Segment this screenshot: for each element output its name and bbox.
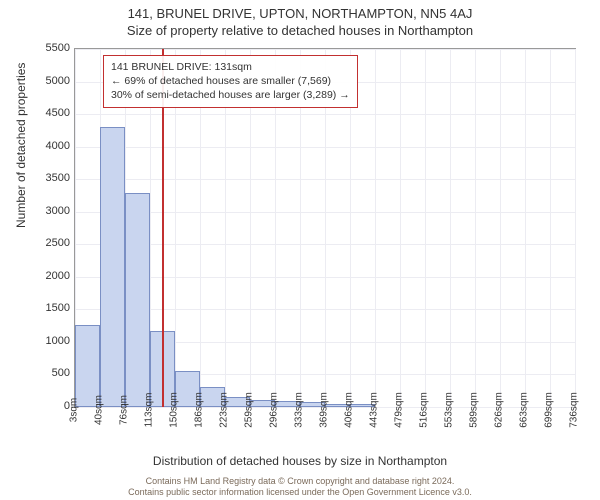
x-tick-label: 736sqm — [569, 392, 580, 428]
x-axis-label: Distribution of detached houses by size … — [0, 454, 600, 468]
x-tick-label: 663sqm — [519, 392, 530, 428]
footer-attribution: Contains HM Land Registry data © Crown c… — [0, 476, 600, 498]
x-tick-label: 223sqm — [219, 392, 230, 428]
y-tick-label: 3000 — [30, 205, 70, 217]
x-tick-label: 296sqm — [269, 392, 280, 428]
x-tick-label: 406sqm — [344, 392, 355, 428]
x-tick-label: 626sqm — [494, 392, 505, 428]
y-tick-label: 5000 — [30, 75, 70, 87]
y-axis-label: Number of detached properties — [14, 63, 28, 228]
y-tick-label: 2000 — [30, 270, 70, 282]
y-tick-label: 4500 — [30, 107, 70, 119]
footer-line-2: Contains public sector information licen… — [0, 487, 600, 498]
y-tick-label: 1500 — [30, 302, 70, 314]
x-tick-label: 553sqm — [444, 392, 455, 428]
y-tick-label: 2500 — [30, 237, 70, 249]
y-tick-label: 5500 — [30, 42, 70, 54]
x-tick-label: 333sqm — [294, 392, 305, 428]
chart-title-address: 141, BRUNEL DRIVE, UPTON, NORTHAMPTON, N… — [0, 0, 600, 21]
y-tick-label: 0 — [30, 400, 70, 412]
footer-line-1: Contains HM Land Registry data © Crown c… — [0, 476, 600, 487]
annotation-box: 141 BRUNEL DRIVE: 131sqm← 69% of detache… — [103, 55, 358, 108]
x-tick-label: 113sqm — [144, 393, 155, 428]
chart-title-desc: Size of property relative to detached ho… — [0, 21, 600, 38]
x-tick-label: 479sqm — [394, 392, 405, 428]
x-tick-label: 76sqm — [119, 395, 130, 425]
x-tick-label: 516sqm — [419, 392, 430, 428]
x-tick-label: 3sqm — [69, 398, 80, 422]
annotation-line-1: 141 BRUNEL DRIVE: 131sqm — [111, 60, 350, 74]
x-tick-label: 40sqm — [94, 395, 105, 425]
x-tick-label: 589sqm — [469, 392, 480, 428]
y-tick-label: 4000 — [30, 140, 70, 152]
annotation-line-2: ← 69% of detached houses are smaller (7,… — [111, 74, 350, 88]
y-tick-label: 1000 — [30, 335, 70, 347]
histogram-bar — [125, 193, 150, 407]
x-tick-label: 259sqm — [244, 392, 255, 428]
plot-area: 141 BRUNEL DRIVE: 131sqm← 69% of detache… — [74, 48, 576, 408]
x-tick-label: 186sqm — [194, 392, 205, 428]
x-tick-label: 369sqm — [319, 392, 330, 428]
x-tick-label: 150sqm — [169, 392, 180, 428]
x-tick-label: 443sqm — [369, 392, 380, 428]
annotation-line-3: 30% of semi-detached houses are larger (… — [111, 88, 350, 102]
y-tick-label: 3500 — [30, 172, 70, 184]
histogram-bar — [100, 127, 125, 407]
x-tick-label: 699sqm — [544, 392, 555, 428]
y-tick-label: 500 — [30, 367, 70, 379]
